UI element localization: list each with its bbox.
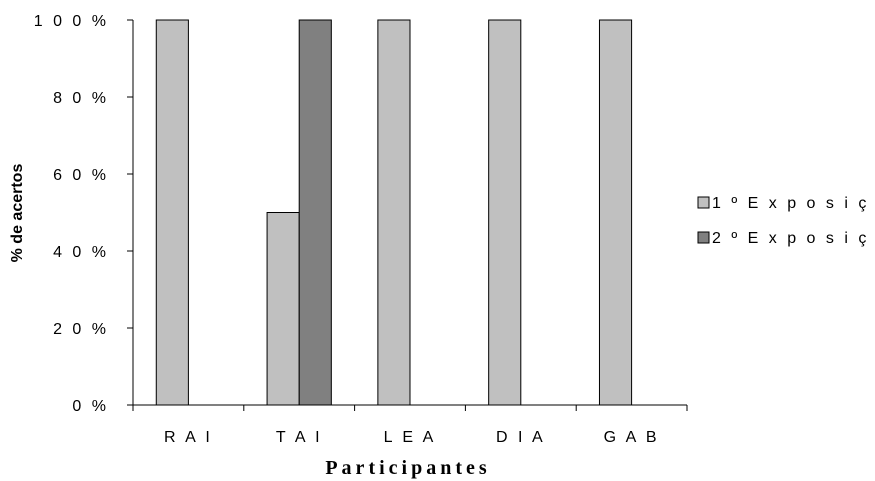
bar-series-1-tai: [266, 212, 300, 406]
x-tick-label: R A I: [164, 429, 213, 446]
bars: [155, 19, 633, 406]
legend-label-series-1: 1 º E x p o s i ç ã o: [712, 195, 875, 212]
bar-series-1-rai: [155, 19, 189, 406]
y-tick-label: 2 0 %: [53, 321, 109, 338]
y-axis: 0 % 2 0 % 4 0 % 6 0 % 8 0 % 1 0 0 %: [34, 13, 134, 415]
bar-series-1-dia: [488, 19, 522, 406]
x-tick-label: T A I: [276, 429, 323, 446]
legend-swatch-series-2: [697, 231, 710, 244]
y-tick-label: 8 0 %: [53, 90, 109, 107]
x-tick-label: D I A: [496, 429, 546, 446]
y-tick-label: 6 0 %: [53, 167, 109, 184]
bar-series-2-tai: [298, 19, 332, 406]
x-tick-label: L E A: [384, 429, 437, 446]
x-tick-label: G A B: [604, 429, 660, 446]
y-tick-label: 1 0 0 %: [34, 13, 109, 30]
legend: 1 º E x p o s i ç ã o 2 º E x p o s i ç …: [697, 195, 875, 247]
legend-swatch-series-1: [697, 196, 710, 209]
y-tick-label: 0 %: [72, 398, 109, 415]
bar-series-1-gab: [598, 19, 633, 406]
x-axis-title: Participantes: [325, 457, 490, 479]
bar-series-1-lea: [377, 19, 411, 406]
y-tick-label: 4 0 %: [53, 244, 109, 261]
legend-label-series-2: 2 º E x p o s i ç ã o: [712, 230, 875, 247]
y-axis-title: % de acertos: [9, 164, 26, 263]
